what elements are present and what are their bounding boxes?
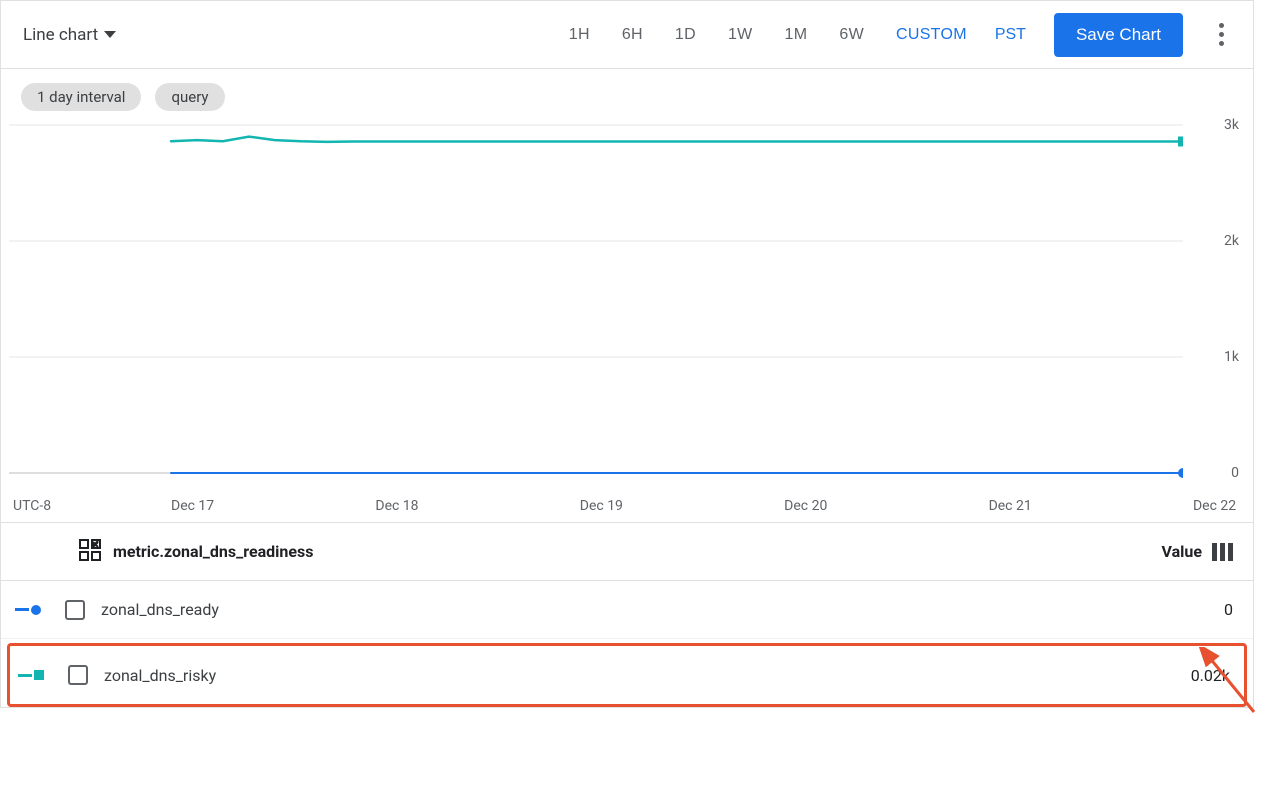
range-6w[interactable]: 6W bbox=[839, 26, 864, 44]
legend-value-header: Value bbox=[1162, 542, 1203, 561]
y-tick-label: 1k bbox=[1224, 349, 1239, 365]
filter-chips: 1 day interval query bbox=[1, 69, 1253, 119]
y-tick-label: 3k bbox=[1224, 117, 1239, 133]
legend-group-title: metric.zonal_dns_readiness bbox=[113, 542, 1162, 561]
legend-header: metric.zonal_dns_readiness Value bbox=[1, 523, 1253, 581]
line-chart bbox=[1, 119, 1183, 479]
series-checkbox[interactable] bbox=[68, 665, 88, 685]
columns-icon[interactable] bbox=[1212, 543, 1233, 561]
range-1h[interactable]: 1H bbox=[569, 26, 590, 44]
series-swatch bbox=[18, 670, 54, 680]
legend-row[interactable]: zonal_dns_ready0 bbox=[1, 581, 1253, 639]
legend-label: zonal_dns_risky bbox=[104, 666, 1191, 685]
chart-type-label: Line chart bbox=[23, 25, 98, 45]
chip[interactable]: query bbox=[155, 83, 224, 111]
legend-value: 0.02k bbox=[1191, 666, 1230, 685]
range-6h[interactable]: 6H bbox=[622, 26, 643, 44]
x-axis: UTC-8 Dec 17Dec 18Dec 19Dec 20Dec 21Dec … bbox=[1, 489, 1253, 523]
y-tick-label: 2k bbox=[1224, 233, 1239, 249]
toolbar: Line chart 1H 6H 1D 1W 1M 6W CUSTOM PST Save C… bbox=[1, 1, 1253, 69]
legend-value: 0 bbox=[1224, 600, 1233, 619]
range-1w[interactable]: 1W bbox=[728, 26, 753, 44]
chart-type-dropdown[interactable]: Line chart bbox=[15, 19, 124, 51]
group-by-icon bbox=[79, 539, 101, 565]
range-custom[interactable]: CUSTOM bbox=[896, 26, 967, 44]
range-1d[interactable]: 1D bbox=[675, 26, 696, 44]
chevron-down-icon bbox=[104, 31, 116, 38]
series-swatch bbox=[15, 605, 51, 615]
chip[interactable]: 1 day interval bbox=[21, 83, 141, 111]
range-1m[interactable]: 1M bbox=[785, 26, 808, 44]
series-checkbox[interactable] bbox=[65, 600, 85, 620]
chart-area: 3k 2k 1k 0 bbox=[1, 119, 1253, 489]
legend-label: zonal_dns_ready bbox=[101, 600, 1224, 619]
x-axis-timezone: UTC-8 bbox=[13, 498, 51, 514]
x-axis-ticks: Dec 17Dec 18Dec 19Dec 20Dec 21Dec 22 bbox=[171, 489, 1193, 522]
more-options-button[interactable] bbox=[1209, 23, 1233, 46]
legend-row[interactable]: zonal_dns_risky0.02k bbox=[7, 643, 1247, 707]
save-chart-button[interactable]: Save Chart bbox=[1054, 13, 1183, 57]
timezone-button[interactable]: PST bbox=[995, 26, 1026, 44]
y-tick-label: 0 bbox=[1231, 465, 1239, 481]
time-range-group: 1H 6H 1D 1W 1M 6W CUSTOM bbox=[569, 26, 967, 44]
